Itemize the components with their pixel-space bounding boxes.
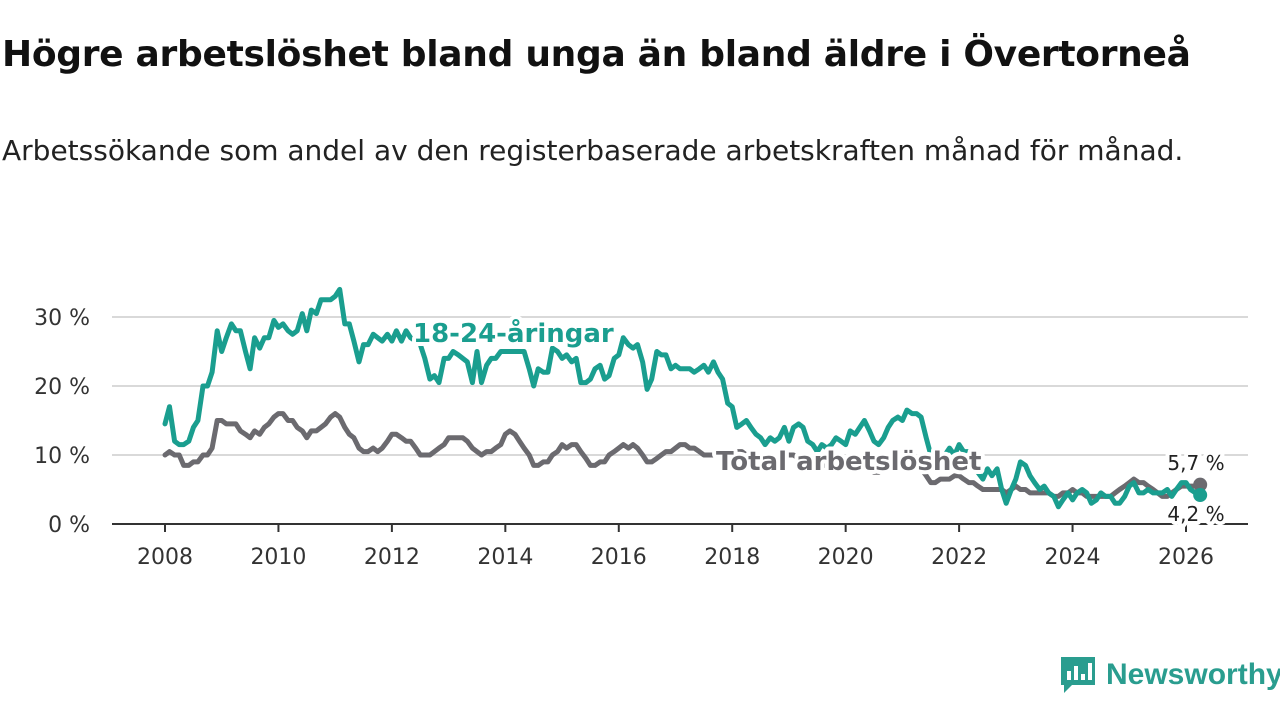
brand-name: Newsworthy xyxy=(1106,658,1280,691)
gridlines xyxy=(112,316,1248,525)
x-tick-label: 2008 xyxy=(137,545,193,570)
x-tick-label: 2026 xyxy=(1158,545,1214,570)
y-tick-label: 30 % xyxy=(34,306,90,331)
labels: 18-24-åringar Total arbetslöshet 5,7 % 4… xyxy=(409,313,1229,530)
newsworthy-logo: Newsworthy xyxy=(1058,654,1280,696)
series-lines xyxy=(162,286,1203,510)
y-tick-label: 10 % xyxy=(34,444,90,469)
chart-title: Högre arbetslöshet bland unga än bland ä… xyxy=(2,34,1191,75)
x-tick-label: 2020 xyxy=(818,545,874,570)
end-marker-total xyxy=(1193,477,1208,492)
x-tick-label: 2014 xyxy=(477,545,533,570)
y-tick-label: 0 % xyxy=(48,513,90,538)
x-tick-label: 2022 xyxy=(931,545,987,570)
y-tick-label: 20 % xyxy=(34,375,90,400)
end-markers xyxy=(1193,477,1208,503)
end-value-label-youth: 4,2 % xyxy=(1167,502,1224,526)
series-label-total: Total arbetslöshet xyxy=(716,447,981,477)
series-label-youth: 18-24-åringar xyxy=(413,317,614,349)
x-tick-label: 2016 xyxy=(591,545,647,570)
series-line-total xyxy=(162,411,1203,499)
x-tick-label: 2012 xyxy=(364,545,420,570)
newsworthy-chart-icon xyxy=(1061,657,1095,693)
x-tick-label: 2010 xyxy=(250,545,306,570)
x-axis-ticks: 2008 2010 2012 2014 2016 2018 2020 2022 2024 2026 xyxy=(137,524,1214,570)
end-marker-youth xyxy=(1193,488,1208,503)
chart-subtitle: Arbetssökande som andel av den registerb… xyxy=(2,134,1184,167)
series-line-youth xyxy=(162,286,1203,510)
x-tick-label: 2018 xyxy=(704,545,760,570)
end-value-label-total: 5,7 % xyxy=(1167,451,1224,475)
x-tick-label: 2024 xyxy=(1045,545,1101,570)
y-axis-ticks: 0 % 10 % 20 % 30 % xyxy=(34,306,90,538)
